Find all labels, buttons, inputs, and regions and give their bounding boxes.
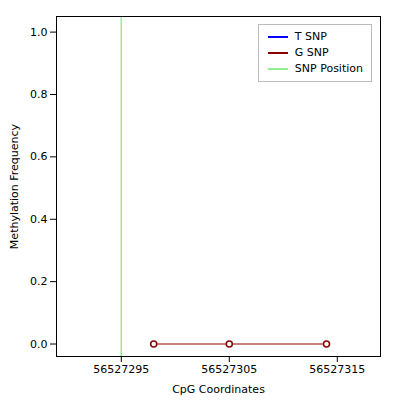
svg-text:1.0: 1.0 xyxy=(30,26,48,39)
svg-text:0.2: 0.2 xyxy=(30,275,48,288)
html-text:SNP Position: SNP Position xyxy=(294,62,363,75)
svg-text:Methylation Frequency: Methylation Frequency xyxy=(8,123,21,249)
svg-text:56527315: 56527315 xyxy=(309,363,365,376)
svg-text:56527295: 56527295 xyxy=(93,363,149,376)
svg-text:0.6: 0.6 xyxy=(30,150,48,163)
svg-text:56527305: 56527305 xyxy=(201,363,257,376)
svg-text:CpG Coordinates: CpG Coordinates xyxy=(172,383,265,396)
svg-text:0.4: 0.4 xyxy=(30,213,48,226)
html-text:T SNP: T SNP xyxy=(294,30,327,43)
html-text:G SNP: G SNP xyxy=(294,46,329,59)
svg-text:0.0: 0.0 xyxy=(30,338,48,351)
svg-text:0.8: 0.8 xyxy=(30,88,48,101)
